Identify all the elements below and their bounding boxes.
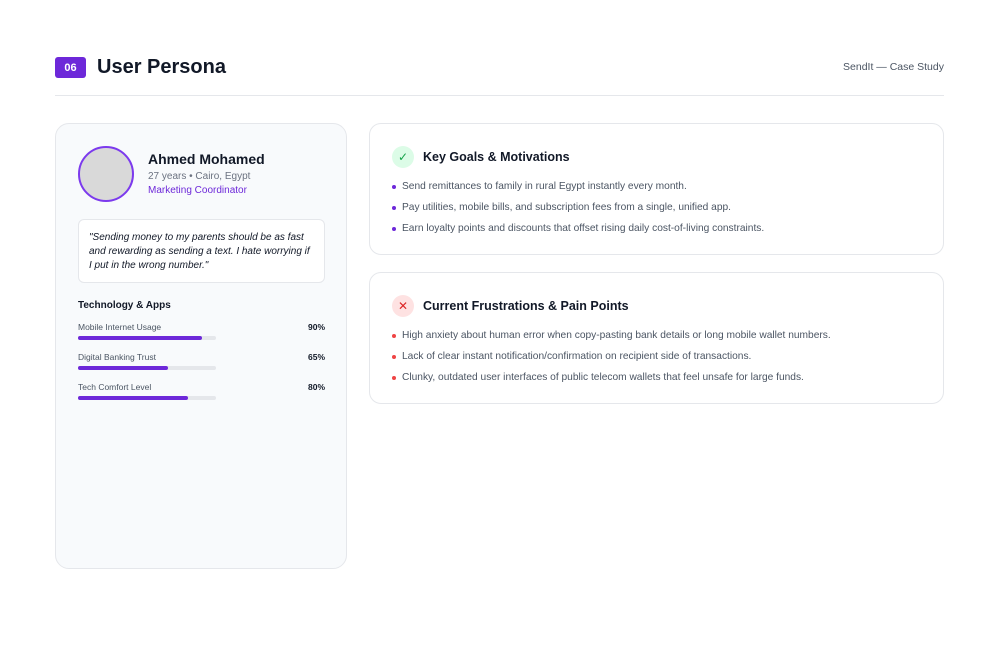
metric-value: 65% xyxy=(307,352,325,362)
list-item: Clunky, outdated user interfaces of publ… xyxy=(392,371,831,392)
bullet-dot xyxy=(392,206,396,210)
x-icon: ✕ xyxy=(392,295,414,317)
metric-value: 90% xyxy=(307,322,325,332)
metric-value: 80% xyxy=(307,382,325,392)
case-study-label: SendIt — Case Study xyxy=(843,61,944,73)
header-divider xyxy=(55,95,944,96)
avatar xyxy=(78,146,134,202)
list-item-text: Pay utilities, mobile bills, and subscri… xyxy=(402,202,731,213)
persona-quote: "Sending money to my parents should be a… xyxy=(78,219,325,283)
progress-fill xyxy=(78,396,189,400)
bullet-dot xyxy=(392,376,396,380)
persona-name: Ahmed Mohamed xyxy=(148,151,265,167)
list-item: Send remittances to family in rural Egyp… xyxy=(392,180,764,201)
persona-card: Ahmed Mohamed 27 years • Cairo, Egypt Ma… xyxy=(55,123,347,569)
pain-points-title: Current Frustrations & Pain Points xyxy=(423,299,629,313)
progress-track xyxy=(78,366,216,370)
page-header: 06 User Persona SendIt — Case Study xyxy=(55,56,944,79)
persona-meta: 27 years • Cairo, Egypt xyxy=(148,171,251,182)
bullet-dot xyxy=(392,355,396,359)
progress-track xyxy=(78,396,216,400)
metric-tech-comfort: Tech Comfort Level 80% xyxy=(78,382,325,402)
metric-digital-banking: Digital Banking Trust 65% xyxy=(78,352,325,372)
pain-points-card: ✕ Current Frustrations & Pain Points Hig… xyxy=(369,272,944,404)
progress-fill xyxy=(78,366,168,370)
list-item-text: High anxiety about human error when copy… xyxy=(402,330,831,341)
progress-fill xyxy=(78,336,203,340)
bullet-dot xyxy=(392,334,396,338)
metric-label: Digital Banking Trust xyxy=(78,352,156,362)
list-item-text: Clunky, outdated user interfaces of publ… xyxy=(402,372,804,383)
metric-label: Mobile Internet Usage xyxy=(78,322,162,332)
bullet-dot xyxy=(392,227,396,231)
goals-card: ✓ Key Goals & Motivations Send remittanc… xyxy=(369,123,944,255)
check-icon: ✓ xyxy=(392,146,414,168)
list-item-text: Earn loyalty points and discounts that o… xyxy=(402,223,765,234)
progress-track xyxy=(78,336,216,340)
page-title: User Persona xyxy=(97,56,226,78)
goals-title: Key Goals & Motivations xyxy=(423,150,570,164)
persona-role: Marketing Coordinator xyxy=(148,185,247,196)
list-item-text: Lack of clear instant notification/confi… xyxy=(402,351,752,362)
metric-label: Tech Comfort Level xyxy=(78,382,152,392)
list-item: Earn loyalty points and discounts that o… xyxy=(392,222,764,243)
tech-section-title: Technology & Apps xyxy=(78,300,171,311)
list-item-text: Send remittances to family in rural Egyp… xyxy=(402,181,687,192)
list-item: Pay utilities, mobile bills, and subscri… xyxy=(392,201,764,222)
list-item: Lack of clear instant notification/confi… xyxy=(392,350,831,371)
bullet-dot xyxy=(392,185,396,189)
list-item: High anxiety about human error when copy… xyxy=(392,329,831,350)
metric-mobile-internet: Mobile Internet Usage 90% xyxy=(78,322,325,342)
section-number-badge: 06 xyxy=(55,57,86,78)
goals-list: Send remittances to family in rural Egyp… xyxy=(392,180,764,243)
pain-points-list: High anxiety about human error when copy… xyxy=(392,329,831,392)
